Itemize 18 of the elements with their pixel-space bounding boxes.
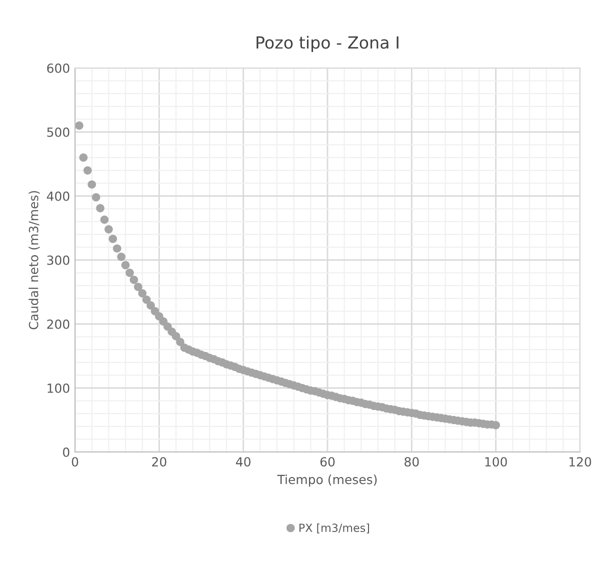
y-tick-label: 600 (47, 63, 70, 73)
y-tick-label: 200 (47, 319, 70, 329)
x-tick-label: 20 (152, 457, 166, 467)
x-axis-title: Tiempo (meses) (277, 474, 377, 487)
y-tick-label: 300 (47, 255, 70, 265)
x-tick-label: 0 (72, 457, 78, 467)
x-tick-label: 40 (236, 457, 250, 467)
y-tick-label: 400 (46, 191, 70, 201)
x-tick-label: 80 (404, 457, 419, 467)
x-tick-label: 100 (485, 457, 507, 467)
x-tick-label: 60 (320, 457, 335, 467)
y-tick-label: 100 (48, 383, 70, 393)
chart-title: Pozo tipo - Zona I (256, 36, 398, 52)
y-tick-label: 0 (63, 447, 70, 457)
legend-label: PX [m3/mes] (299, 523, 370, 534)
x-tick-label: 120 (569, 457, 592, 467)
y-tick-label: 500 (47, 127, 70, 137)
y-axis-title: Caudal neto (m3/mes) (28, 191, 40, 330)
